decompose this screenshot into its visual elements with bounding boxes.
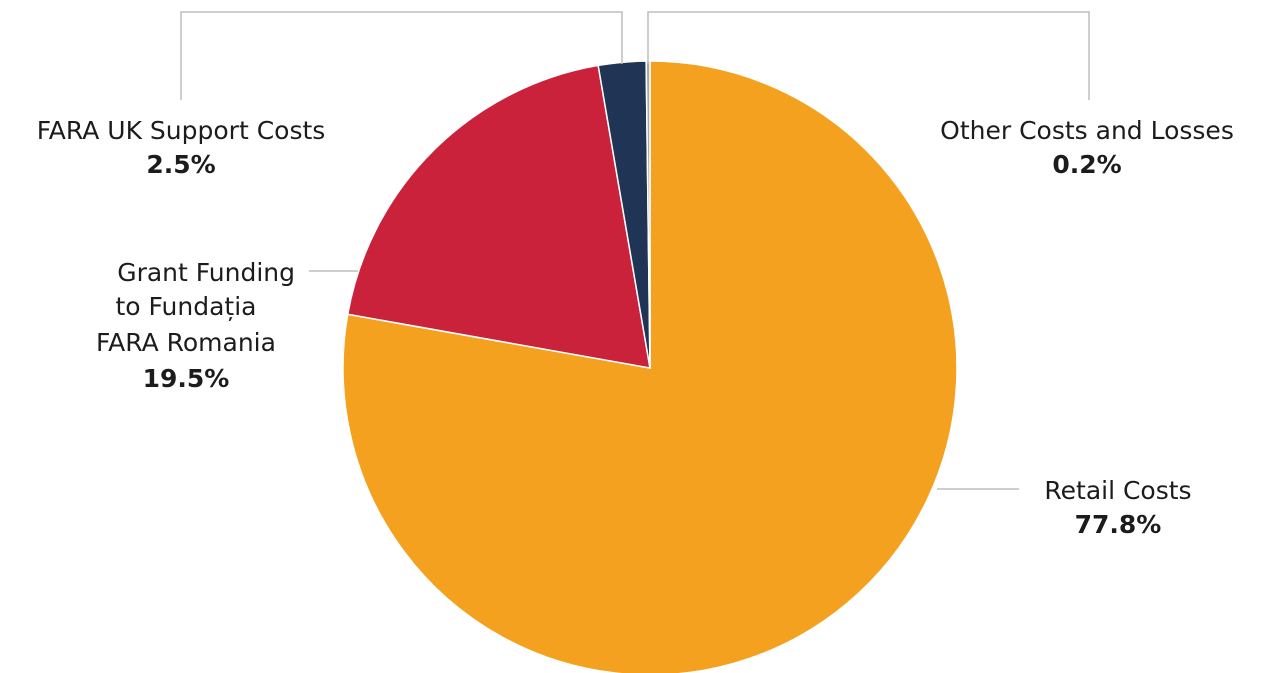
label-other-costs: Other Costs and Losses [940,116,1234,145]
leader-line-uk-support [180,11,623,100]
slice-grant-funding [346,64,651,369]
leader-line-other-costs [647,11,1090,100]
label-grant-funding-line2: to Fundația [115,292,256,321]
label-grant-funding-line3: FARA Romania [96,328,276,357]
pct-retail: 77.8% [1075,510,1162,539]
pct-grant-funding: 19.5% [143,364,230,393]
label-uk-support: FARA UK Support Costs [37,116,326,145]
pct-other-costs: 0.2% [1052,150,1121,179]
label-retail: Retail Costs [1044,476,1191,505]
label-grant-funding-line1: Grant Funding [117,258,295,287]
pie-slices [342,60,958,673]
pct-uk-support: 2.5% [146,150,215,179]
